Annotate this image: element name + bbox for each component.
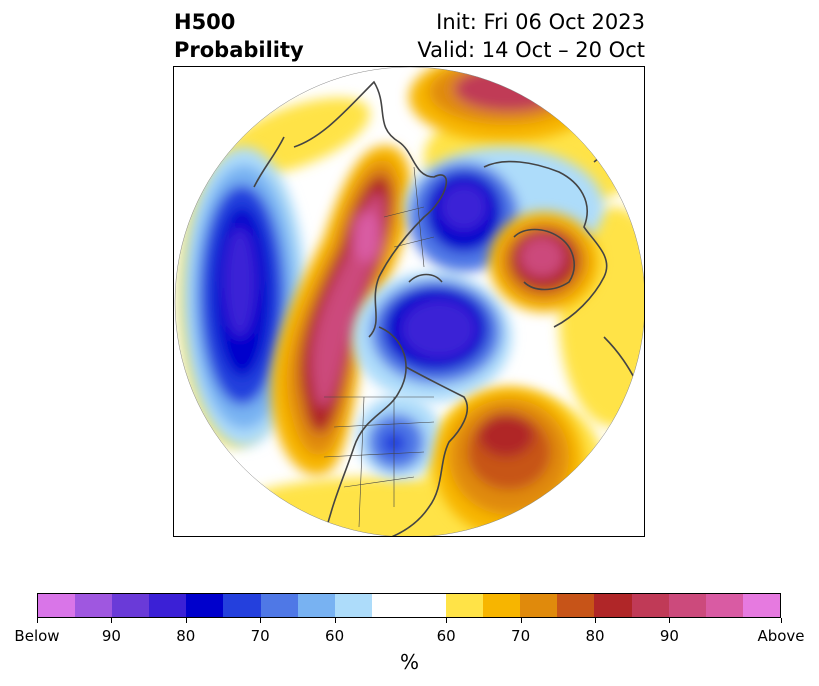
colorbar-tick-label: 70 (511, 627, 531, 645)
colorbar-tick-mark (111, 618, 113, 623)
colorbar-tick-label: 80 (585, 627, 605, 645)
colorbar-segment (557, 594, 595, 617)
colorbar-segment (631, 594, 669, 617)
colorbar-tick-label: 90 (659, 627, 679, 645)
colorbar-segment (371, 594, 409, 617)
colorbar-tick-mark (334, 618, 336, 623)
colorbar-tick-mark (446, 618, 448, 623)
colorbar-segment (223, 594, 261, 617)
colorbar-tick-label: 90 (101, 627, 121, 645)
colorbar-tick-mark (37, 618, 38, 623)
colorbar-tick-label: 70 (250, 627, 270, 645)
colorbar-tick-label: 80 (176, 627, 196, 645)
colorbar-tick-mark (595, 618, 596, 623)
colorbar (37, 593, 781, 618)
colorbar-tick-label: 60 (436, 627, 456, 645)
init-date: Init: Fri 06 Oct 2023 (436, 10, 645, 34)
colorbar-segment (705, 594, 743, 617)
colorbar-tick-mark (260, 618, 262, 623)
title-line-2: Probability (174, 38, 304, 62)
borders (323, 166, 435, 528)
map-canvas (174, 67, 644, 536)
colorbar-tick-mark (520, 618, 522, 623)
colorbar-tick-label: 60 (325, 627, 345, 645)
colorbar-tick-label: Above (757, 627, 805, 645)
colorbar-segment (260, 594, 298, 617)
colorbar-segment (594, 594, 632, 617)
colorbar-segment (149, 594, 187, 617)
colorbar-tick-mark (185, 618, 187, 623)
colorbar-segment (446, 594, 484, 617)
probability-fields (175, 67, 644, 536)
colorbar-unit-label: % (399, 650, 419, 674)
map-title: H500 Probability (174, 8, 304, 64)
colorbar-segment (112, 594, 150, 617)
colorbar-segment (334, 594, 372, 617)
colorbar-segment (668, 594, 706, 617)
colorbar-segment (742, 594, 780, 617)
colorbar-tick-mark (669, 618, 671, 623)
colorbar-segment (520, 594, 558, 617)
colorbar-segment (297, 594, 335, 617)
valid-period: Valid: 14 Oct – 20 Oct (417, 38, 645, 62)
colorbar-segment (483, 594, 521, 617)
colorbar-segment (75, 594, 113, 617)
probability-map (173, 66, 645, 537)
colorbar-tick-mark (781, 618, 782, 623)
colorbar-segment (186, 594, 224, 617)
forecast-dates: Init: Fri 06 Oct 2023 Valid: 14 Oct – 20… (417, 8, 645, 64)
title-line-1: H500 (174, 10, 236, 34)
colorbar-tick-label: Below (14, 627, 60, 645)
colorbar-tick-labels: Below 90 80 70 60 60 70 80 90 Above (0, 627, 819, 647)
colorbar-segment (38, 594, 76, 617)
colorbar-segment (408, 594, 447, 617)
